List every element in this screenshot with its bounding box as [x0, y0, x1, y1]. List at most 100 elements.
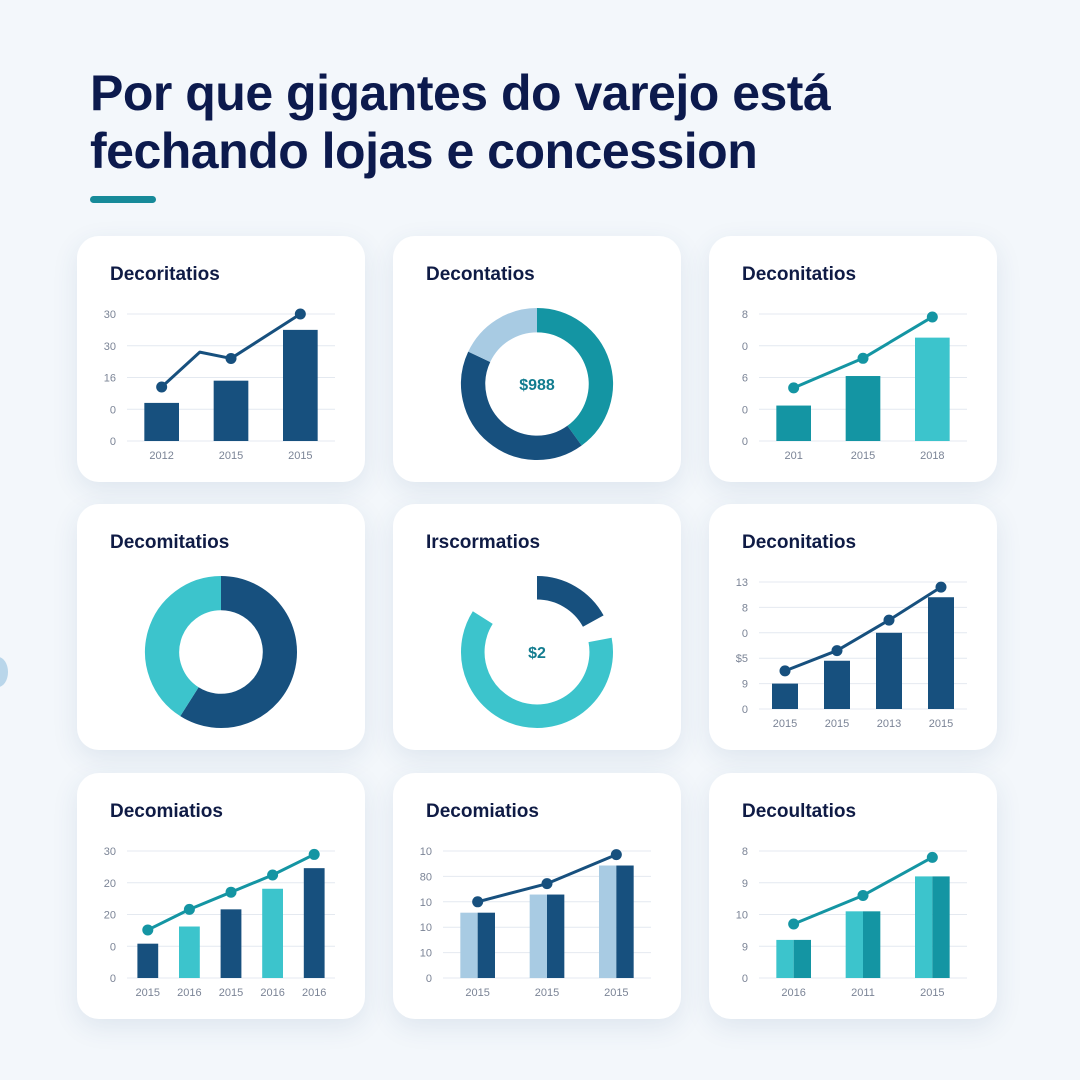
- chart-7: 30 20 20 0 0 2015 2016 2015 2016 2016: [104, 846, 335, 999]
- line-point: [857, 352, 869, 364]
- y-tick-label: $5: [736, 653, 748, 665]
- line-point: [788, 382, 800, 394]
- bar: [928, 597, 954, 709]
- x-tick-label: 2016: [260, 987, 284, 999]
- bar-right: [547, 894, 565, 978]
- y-tick-label: 0: [110, 404, 116, 416]
- y-tick-label: 13: [736, 577, 748, 589]
- chart-card-1: Decoritatios 30 30 16 0 0 2012 2015 2015: [77, 236, 365, 482]
- y-tick-label: 10: [420, 846, 432, 858]
- chart-card-9: Decoultatios 8 9 10 9 0 2016 2011 2015: [709, 773, 997, 1019]
- line-point: [779, 665, 791, 677]
- y-tick-label: 8: [742, 309, 748, 321]
- x-tick-label: 2015: [773, 718, 797, 730]
- series-line: [784, 585, 942, 673]
- y-tick-label: 0: [742, 404, 748, 416]
- donut-slice: [536, 576, 604, 628]
- bar: [824, 660, 850, 709]
- line-point: [883, 614, 895, 626]
- chart-card-8: Decomiatios 10 80 10 10 10 0 2015 2015 2015: [393, 773, 681, 1019]
- series-line: [160, 312, 302, 389]
- title-accent-bar: [90, 196, 156, 203]
- bar: [213, 380, 249, 441]
- y-tick-label: 0: [742, 973, 748, 985]
- x-tick-label: 2015: [851, 450, 875, 462]
- x-tick-label: 2015: [604, 987, 628, 999]
- donut-slice: [461, 611, 613, 728]
- y-tick-label: 10: [736, 910, 748, 922]
- x-tick-label: 2018: [920, 450, 944, 462]
- chart-card-7: Decomiatios 30 20 20 0 0 2015 2016 2015 2016 2016: [77, 773, 365, 1019]
- x-tick-label: 2015: [929, 718, 953, 730]
- bar: [137, 943, 159, 978]
- x-tick-label: 201: [784, 450, 802, 462]
- y-tick-label: 0: [110, 436, 116, 448]
- bar: [772, 683, 798, 709]
- chart-card-6: Deconitatios 13 8 0 $5 9 0 2015 2015 2013 2015: [709, 504, 997, 750]
- chart-4: [145, 576, 297, 728]
- x-tick-label: 2016: [177, 987, 201, 999]
- card-title: Irscormatios: [426, 532, 541, 553]
- y-tick-label: 30: [104, 309, 116, 321]
- x-tick-label: 2016: [781, 987, 805, 999]
- donut-slice: [536, 308, 613, 446]
- x-tick-label: 2012: [149, 450, 173, 462]
- chart-3: 8 0 6 0 0 201 2015 2018: [742, 309, 967, 462]
- center-value-label: $988: [519, 377, 555, 394]
- y-tick-label: 10: [420, 897, 432, 909]
- line-point: [788, 918, 800, 930]
- x-tick-label: 2015: [825, 718, 849, 730]
- chart-card-4: Decomitatios: [77, 504, 365, 750]
- page-title: Por que gigantes do varejo está fechando…: [90, 64, 990, 180]
- y-tick-label: 20: [104, 878, 116, 890]
- donut-slice: [468, 308, 538, 363]
- line-point: [183, 903, 195, 915]
- line-point: [308, 848, 320, 860]
- bar-right: [793, 939, 811, 978]
- bar: [876, 632, 902, 709]
- chart-1: 30 30 16 0 0 2012 2015 2015: [104, 308, 335, 462]
- y-tick-label: 20: [104, 910, 116, 922]
- x-tick-label: 2015: [920, 987, 944, 999]
- chart-card-5: Irscormatios $2: [393, 504, 681, 750]
- bar-left: [529, 894, 547, 978]
- x-tick-label: 2015: [219, 987, 243, 999]
- bar-right: [477, 912, 495, 978]
- x-tick-label: 2016: [302, 987, 326, 999]
- chart-8: 10 80 10 10 10 0 2015 2015 2015: [420, 846, 651, 999]
- card-title: Decomiatios: [426, 801, 539, 822]
- line-point: [926, 851, 938, 863]
- y-tick-label: 0: [110, 973, 116, 985]
- page-title-line-2: fechando lojas e concession: [90, 123, 758, 179]
- y-tick-label: 0: [742, 436, 748, 448]
- center-value-label: $2: [528, 645, 546, 662]
- decorative-edge-dot: [0, 657, 8, 687]
- bar-left: [599, 865, 617, 978]
- y-tick-label: 30: [104, 341, 116, 353]
- y-tick-label: 0: [110, 941, 116, 953]
- line-point: [926, 311, 938, 323]
- y-tick-label: 0: [426, 973, 432, 985]
- line-point: [225, 886, 237, 898]
- y-tick-label: 9: [742, 878, 748, 890]
- chart-9: 8 9 10 9 0 2016 2011 2015: [736, 846, 967, 999]
- x-tick-label: 2013: [877, 718, 901, 730]
- line-point: [610, 849, 622, 861]
- y-tick-label: 80: [420, 871, 432, 883]
- bar: [179, 926, 200, 978]
- line-point: [541, 878, 553, 890]
- card-title: Decomiatios: [110, 801, 223, 822]
- y-tick-label: 8: [742, 846, 748, 858]
- donut-slice: [145, 576, 222, 717]
- bar: [915, 337, 950, 441]
- bar-right: [863, 911, 881, 978]
- bar: [283, 329, 318, 441]
- line-point: [294, 308, 306, 320]
- line-point: [857, 889, 869, 901]
- x-tick-label: 2015: [535, 987, 559, 999]
- y-tick-label: 16: [104, 373, 116, 385]
- bar: [262, 888, 283, 978]
- bar-left: [845, 911, 863, 978]
- bar-left: [776, 939, 794, 978]
- line-point: [831, 645, 843, 657]
